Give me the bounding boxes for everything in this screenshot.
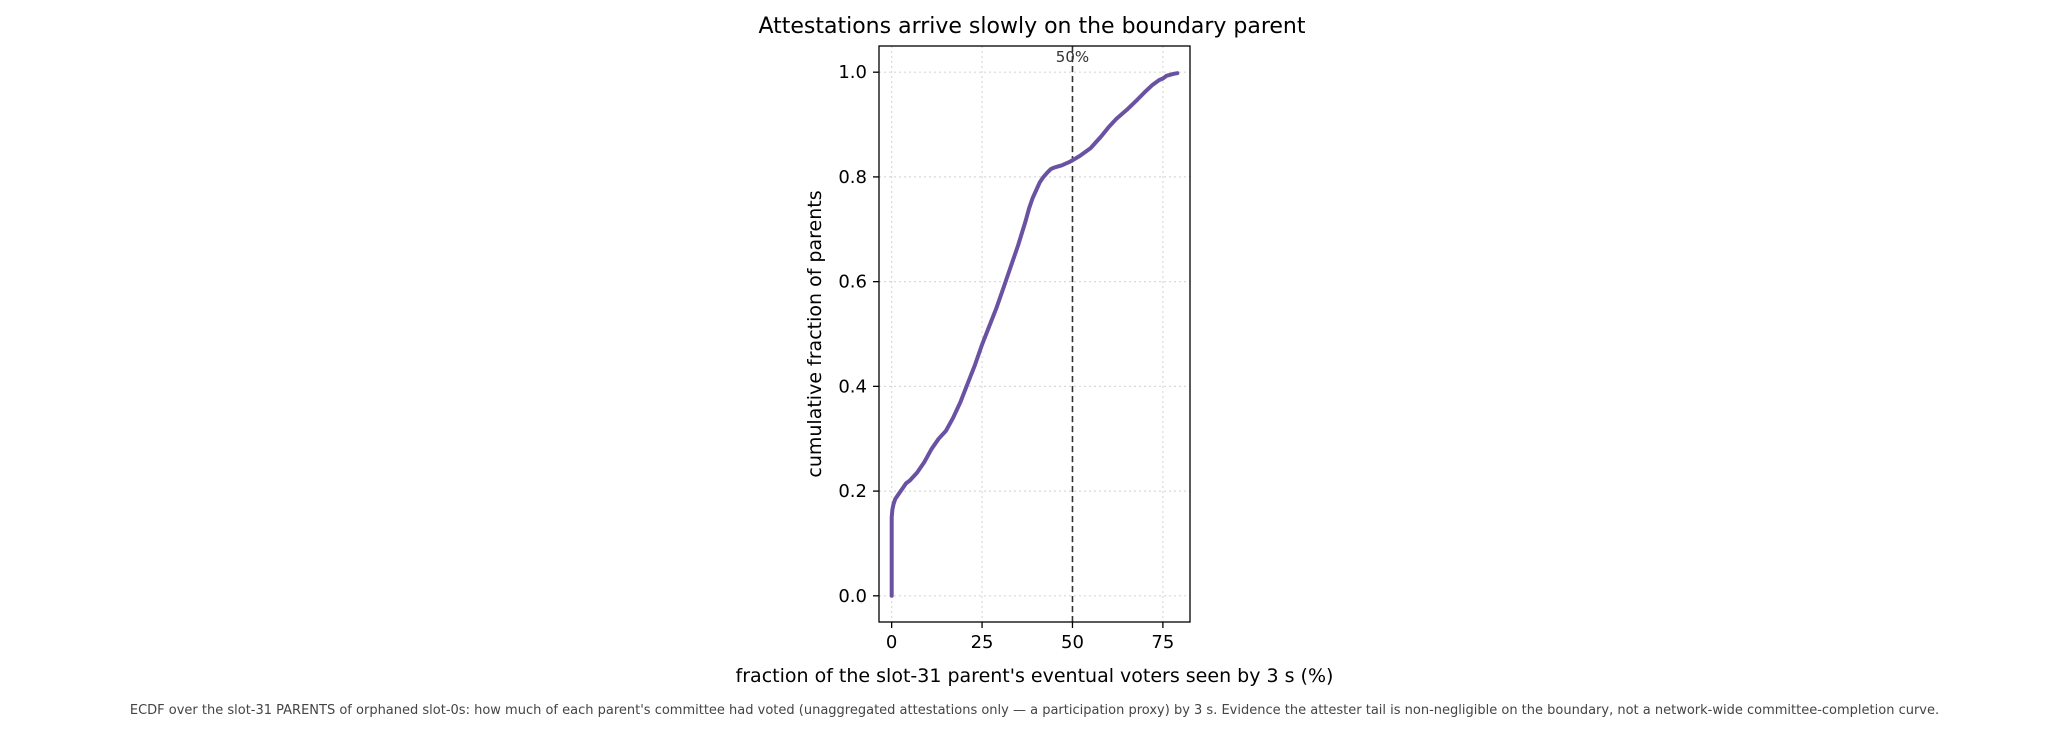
- y-tick-label: 0.8: [838, 167, 867, 188]
- x-tick-label: 50: [1061, 632, 1084, 653]
- data-series: [889, 71, 1180, 598]
- x-axis: 0 25 50 75: [886, 622, 1174, 653]
- chart-caption: ECDF over the slot-31 PARENTS of orphane…: [130, 703, 1939, 718]
- x-tick-label: 25: [971, 632, 994, 653]
- ecdf-line: [889, 71, 1180, 598]
- y-axis-label: cumulative fraction of parents: [804, 190, 826, 477]
- y-tick-label: 1.0: [838, 62, 867, 83]
- reference-line-label: 50%: [1056, 48, 1089, 66]
- y-axis: 0.0 0.2 0.4 0.6 0.8 1.0: [838, 62, 879, 607]
- gridlines: [879, 46, 1190, 622]
- reference-line: 50%: [1056, 46, 1089, 622]
- y-tick-label: 0.0: [838, 586, 867, 607]
- x-tick-label: 75: [1151, 632, 1174, 653]
- x-axis-label: fraction of the slot-31 parent's eventua…: [736, 665, 1334, 687]
- chart-title: Attestations arrive slowly on the bounda…: [758, 14, 1305, 39]
- y-tick-label: 0.4: [838, 376, 867, 397]
- plot-frame: [878, 45, 1191, 623]
- y-tick-label: 0.6: [838, 272, 867, 293]
- x-tick-label: 0: [886, 632, 897, 653]
- y-tick-label: 0.2: [838, 481, 867, 502]
